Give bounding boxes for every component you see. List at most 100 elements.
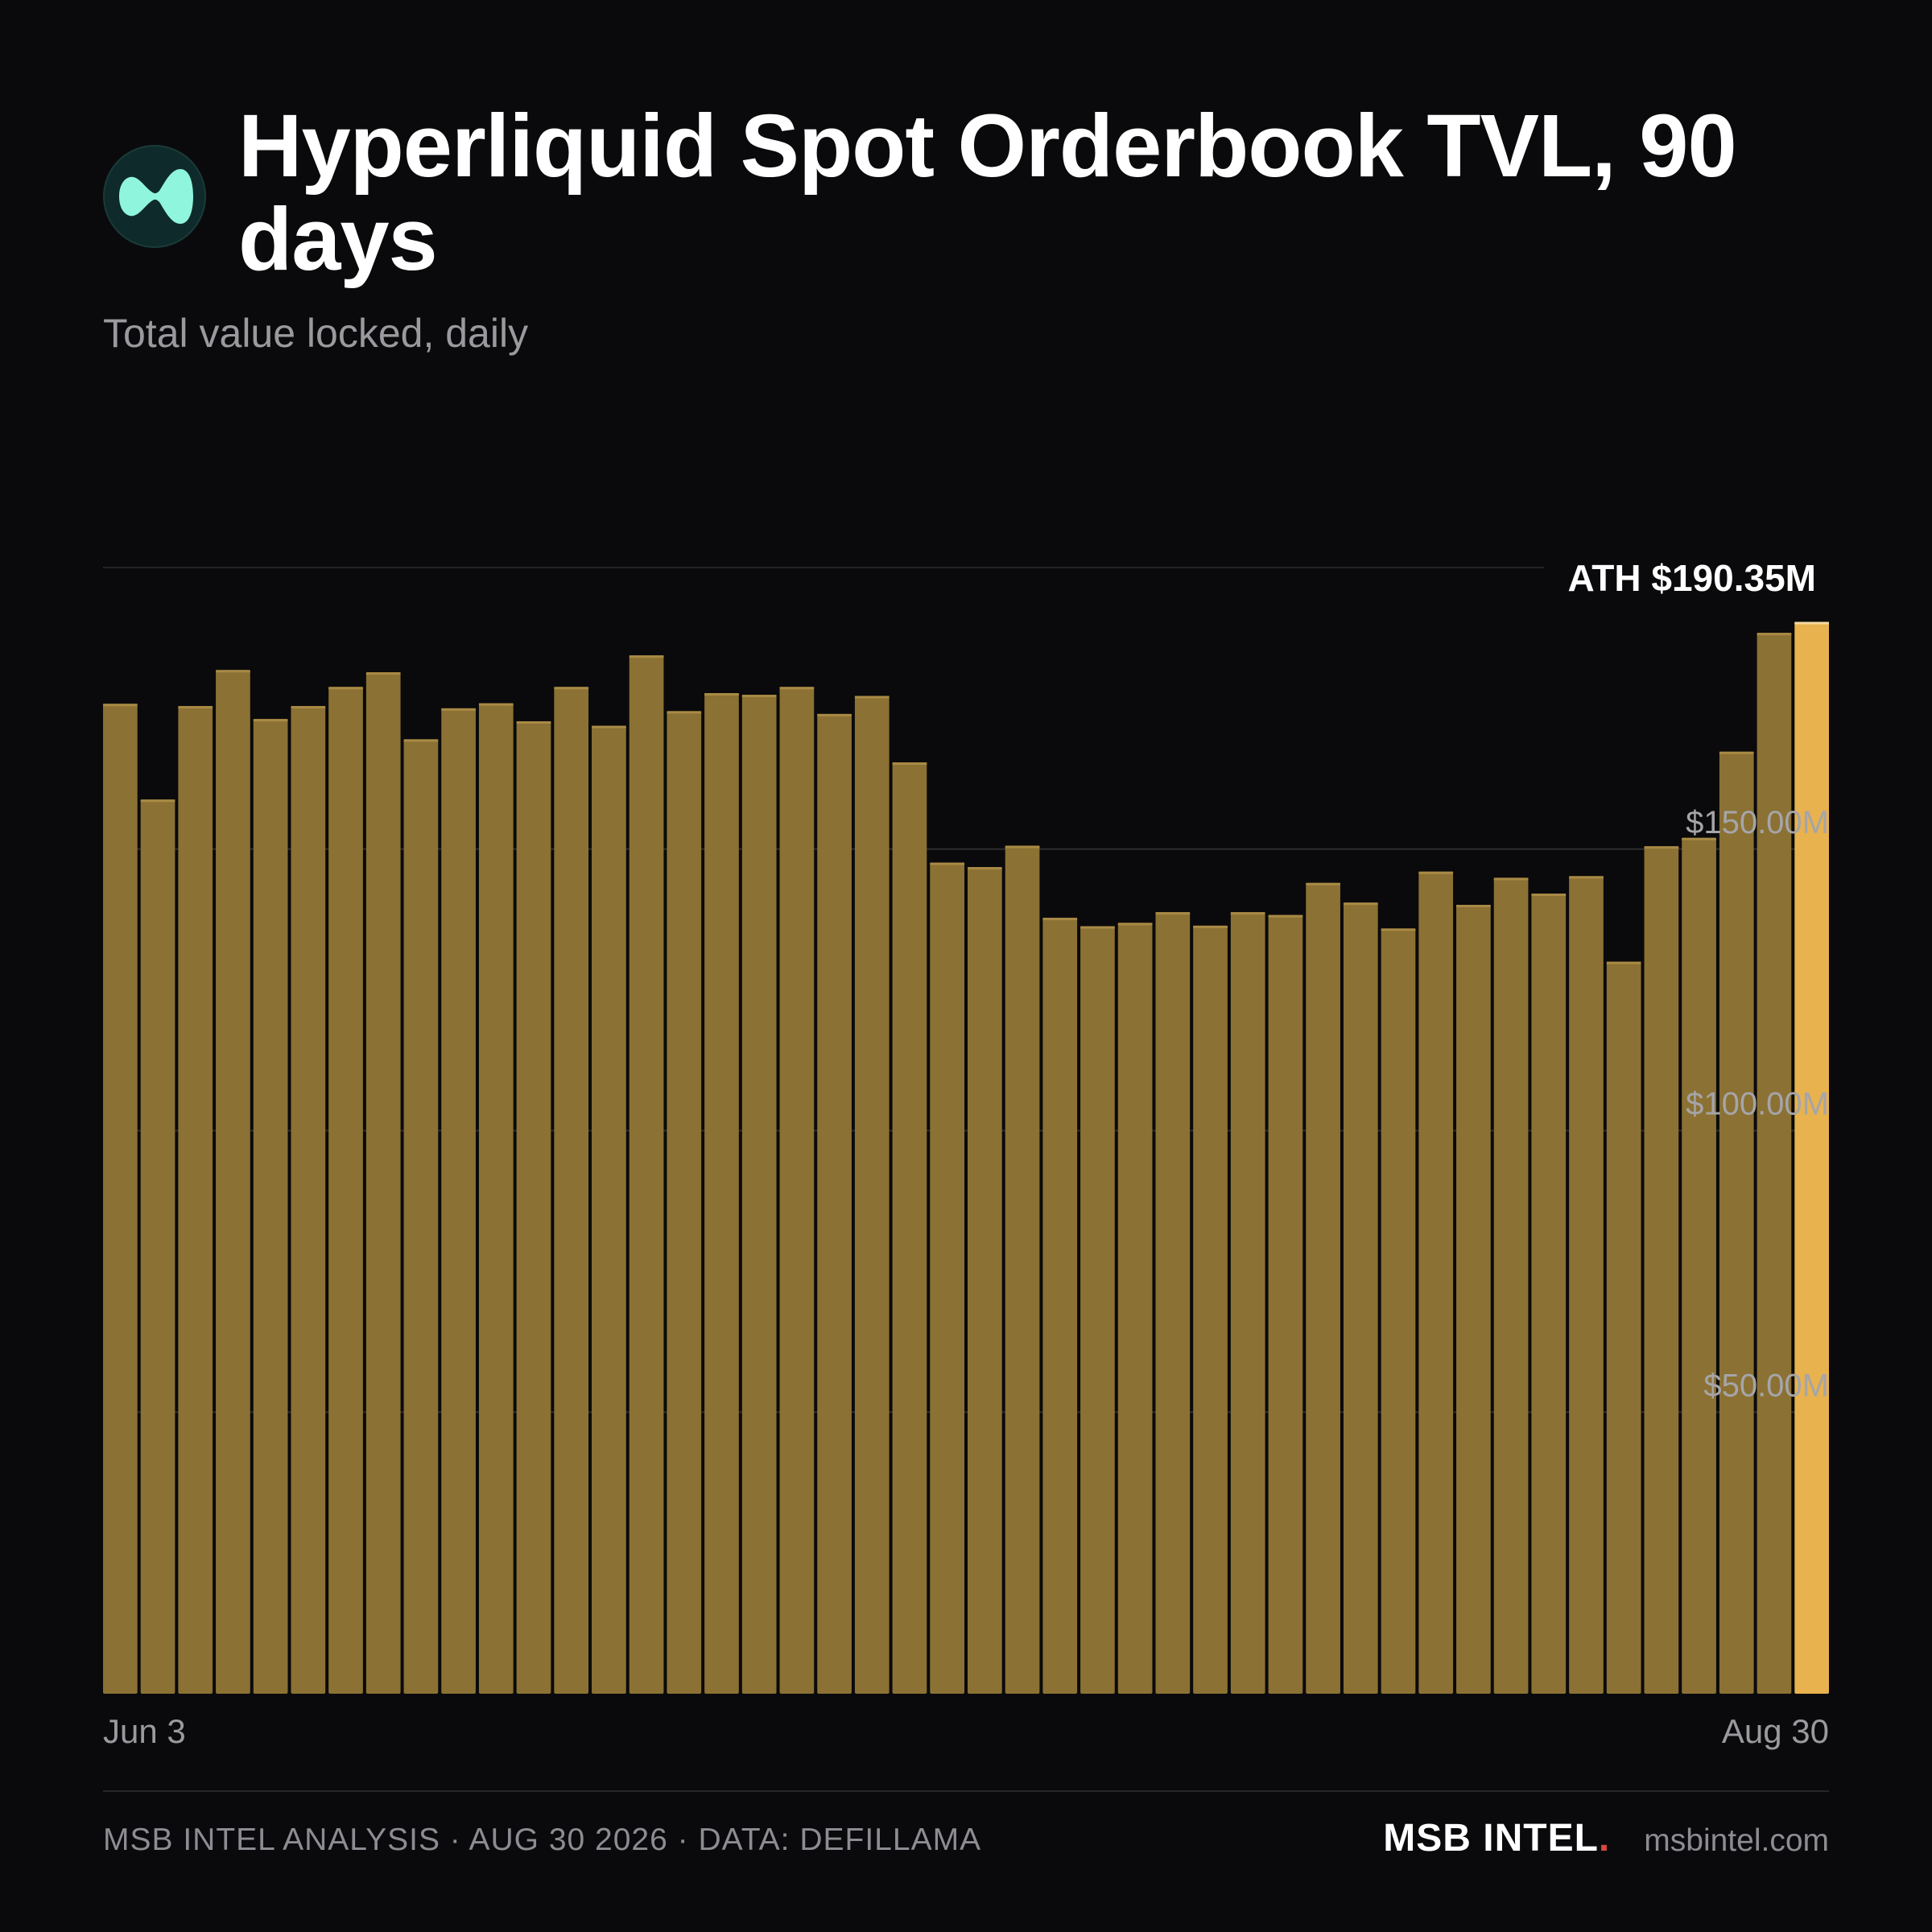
bar xyxy=(892,762,927,1694)
bar xyxy=(930,862,964,1694)
bar-cap xyxy=(1080,926,1115,929)
bar-cap xyxy=(741,695,777,698)
bar-cap xyxy=(1230,912,1265,915)
logo-mark xyxy=(119,169,193,224)
bar xyxy=(1606,961,1641,1694)
bar-cap xyxy=(291,706,326,709)
bar-cap xyxy=(779,687,815,690)
bar-cap xyxy=(930,862,964,865)
bar-cap xyxy=(1042,918,1078,921)
bar xyxy=(1080,926,1115,1694)
brand-name: MSB INTEL. xyxy=(1383,1816,1610,1860)
bar-cap xyxy=(1682,837,1716,840)
bar xyxy=(1155,912,1191,1694)
bar xyxy=(1193,925,1228,1694)
y-tick-label: $50.00M xyxy=(1703,1368,1829,1403)
footer-divider xyxy=(103,1790,1829,1792)
bar xyxy=(253,719,288,1694)
bar-cap xyxy=(1418,871,1454,874)
bar xyxy=(291,706,326,1694)
brand-block: MSB INTEL. msbintel.com xyxy=(1383,1816,1829,1860)
bar-cap xyxy=(1268,914,1303,918)
bar xyxy=(216,670,250,1694)
bar xyxy=(1644,846,1679,1694)
bar xyxy=(741,695,777,1695)
bar xyxy=(1268,914,1303,1694)
bar xyxy=(516,720,551,1694)
bar-cap xyxy=(1456,905,1491,908)
bar-cap xyxy=(1644,846,1679,849)
bar-cap xyxy=(968,867,1002,870)
bar-cap xyxy=(403,739,439,742)
bar-cap xyxy=(253,719,288,722)
bar-cap xyxy=(216,670,250,673)
bar-cap xyxy=(854,696,890,699)
bar xyxy=(629,655,664,1694)
bar-cap xyxy=(1569,876,1604,879)
bar-cap xyxy=(1005,845,1040,848)
bar xyxy=(328,687,363,1695)
bar-cap xyxy=(1193,925,1228,928)
bar xyxy=(817,713,852,1694)
bar-cap xyxy=(592,725,626,729)
bar xyxy=(1381,928,1416,1694)
bar-cap xyxy=(817,713,852,716)
bar-cap xyxy=(441,708,476,711)
bar xyxy=(1682,837,1716,1694)
bar xyxy=(178,706,213,1694)
bar-cap xyxy=(178,706,213,709)
bar xyxy=(1306,882,1340,1694)
bar-cap xyxy=(1117,923,1153,926)
bar-cap xyxy=(1757,633,1792,636)
bar-cap xyxy=(629,655,664,658)
bar-cap xyxy=(1719,751,1754,754)
bar xyxy=(1456,905,1491,1694)
chart-subtitle: Total value locked, daily xyxy=(103,311,529,356)
bar xyxy=(1569,876,1604,1694)
bar-cap xyxy=(1794,621,1829,625)
bar-cap xyxy=(365,672,401,675)
bar xyxy=(704,692,739,1694)
y-tick-label: $100.00M xyxy=(1686,1087,1829,1122)
bar-cap xyxy=(704,692,739,696)
bar xyxy=(103,704,138,1694)
y-tick-label: $150.00M xyxy=(1686,805,1829,840)
bar xyxy=(1005,845,1040,1694)
bar xyxy=(779,687,815,1695)
bar xyxy=(441,708,476,1694)
bar xyxy=(592,725,626,1694)
bar xyxy=(1418,871,1454,1694)
bar-cap xyxy=(667,711,702,714)
bar-cap xyxy=(1306,882,1340,886)
bar-cap xyxy=(1155,912,1191,915)
bar-cap xyxy=(103,704,138,707)
bar-cap xyxy=(516,720,551,724)
bar xyxy=(1343,902,1378,1694)
bar-latest xyxy=(1794,621,1829,1695)
bar xyxy=(854,696,890,1694)
source-caption: MSB INTEL ANALYSIS · AUG 30 2026 · DATA:… xyxy=(103,1823,982,1857)
bar xyxy=(1117,923,1153,1694)
x-axis-start-label: Jun 3 xyxy=(103,1712,186,1750)
site-link[interactable]: msbintel.com xyxy=(1644,1823,1829,1858)
hyperliquid-logo-icon xyxy=(103,145,206,248)
bar xyxy=(403,739,439,1695)
bar-cap xyxy=(1493,877,1529,881)
bar-cap xyxy=(1381,928,1416,931)
bar xyxy=(365,672,401,1695)
bar xyxy=(968,867,1002,1694)
bar-cap xyxy=(554,687,589,690)
bar-cap xyxy=(1606,961,1641,964)
brand-dot: . xyxy=(1598,1817,1611,1860)
bar xyxy=(140,799,175,1694)
bar xyxy=(1230,912,1265,1694)
bar-cap xyxy=(478,703,514,706)
bar xyxy=(1757,633,1792,1694)
bar-cap xyxy=(1531,894,1567,897)
bar xyxy=(667,711,702,1694)
bar xyxy=(478,703,514,1694)
bar xyxy=(1042,918,1078,1694)
ath-label: ATH $190.35M xyxy=(1567,557,1816,599)
bar xyxy=(1719,751,1754,1694)
